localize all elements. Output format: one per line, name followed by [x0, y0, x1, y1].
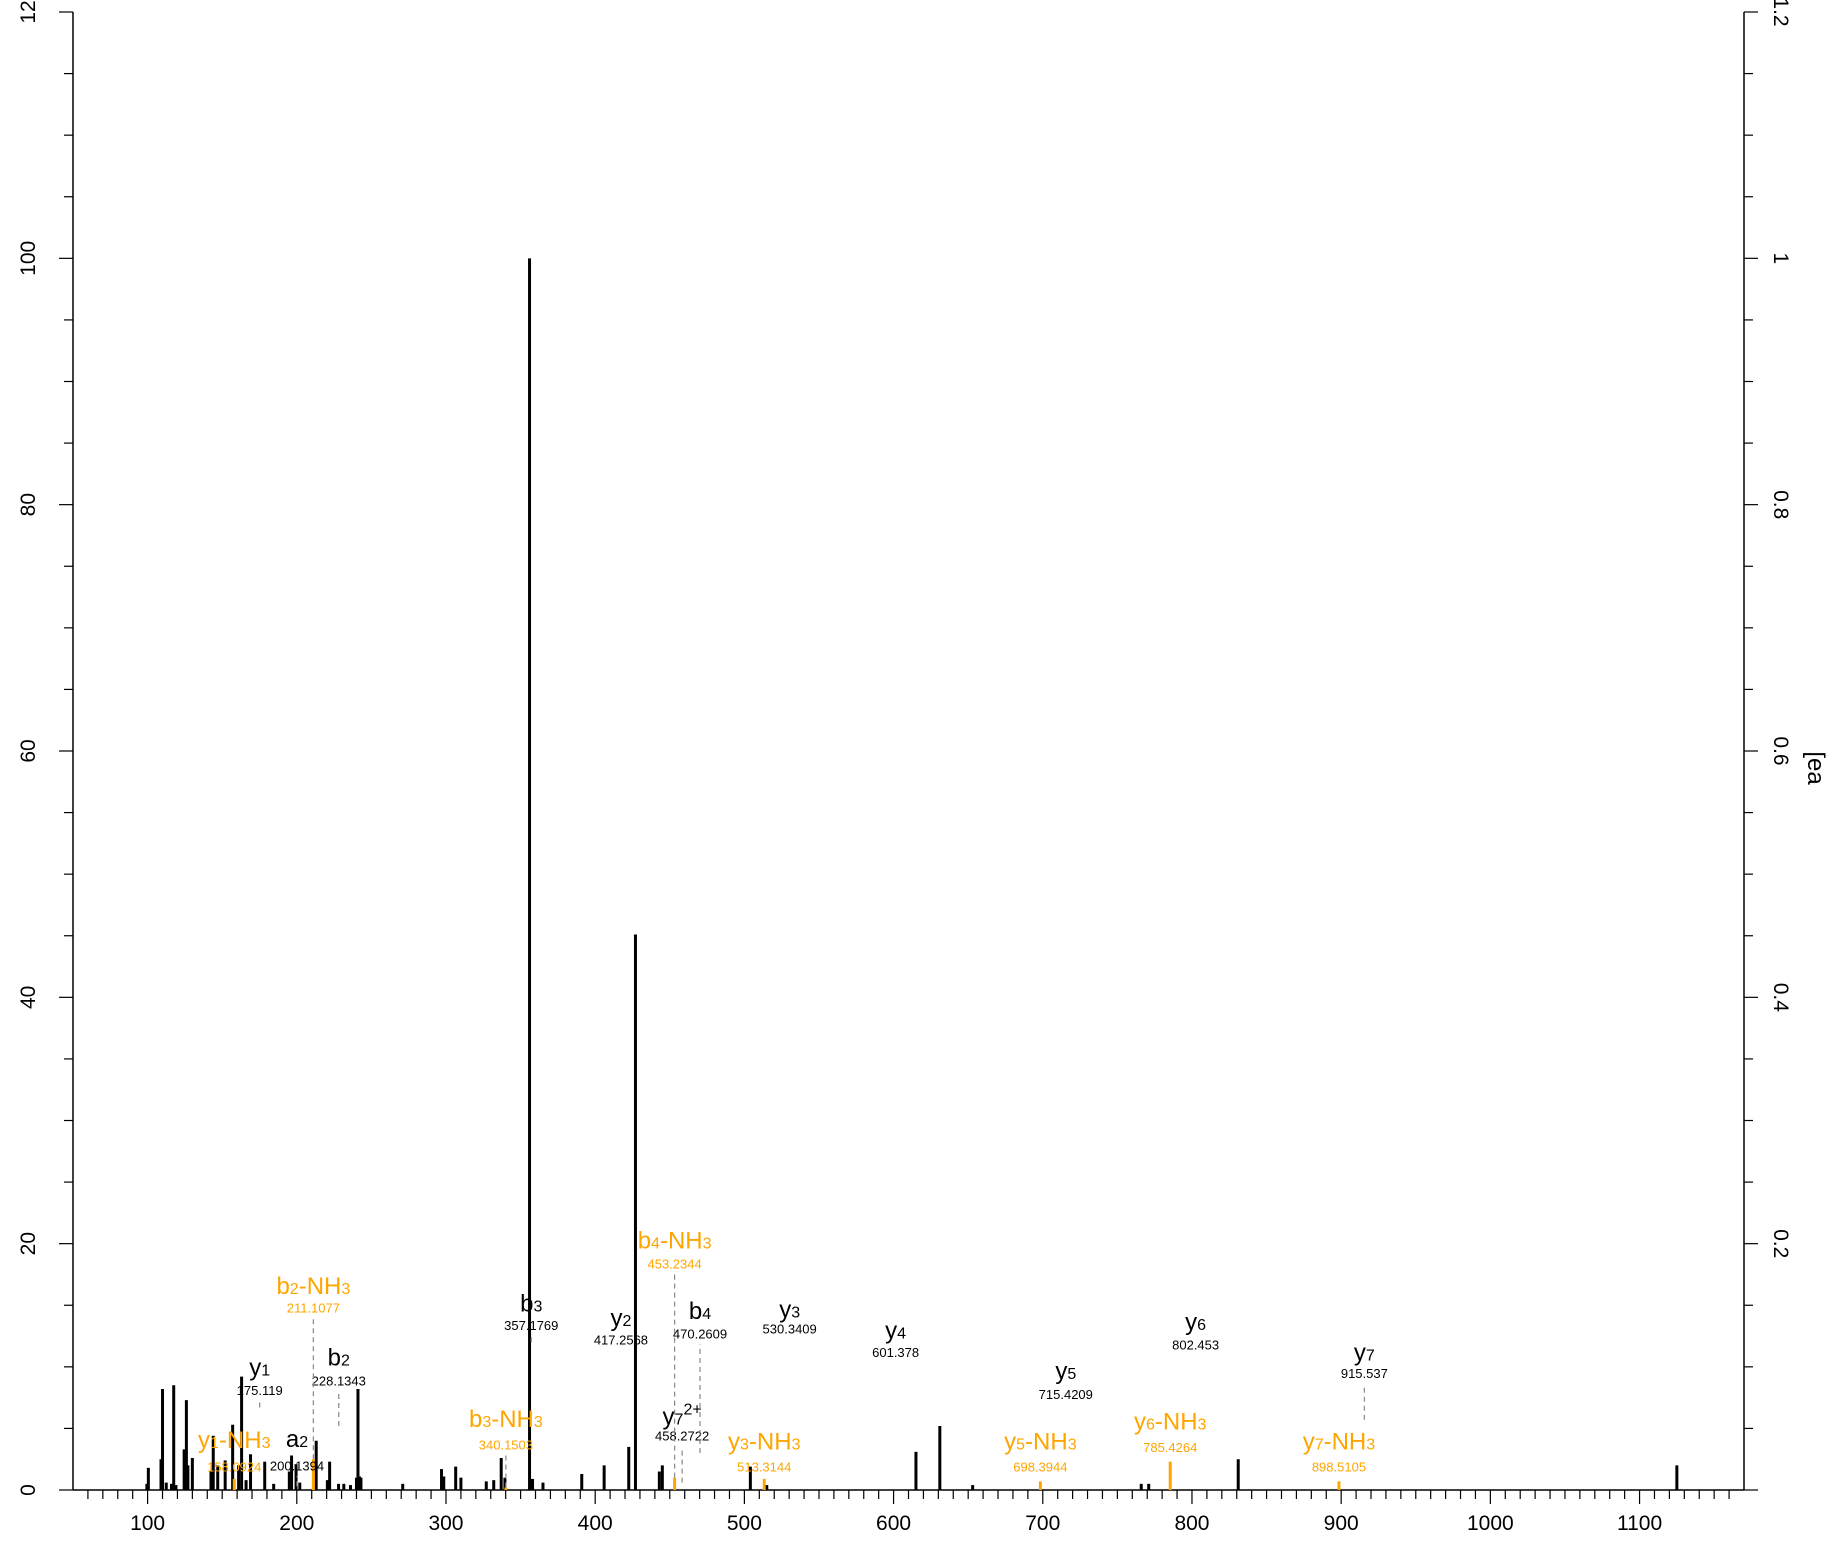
mz-label: 200.1394 — [270, 1458, 324, 1473]
y-axis-left-tick-label: 60 — [17, 739, 40, 762]
ion-label: y2 — [610, 1305, 631, 1332]
ion-label: y3 — [779, 1297, 800, 1324]
mz-label: 898.5105 — [1312, 1460, 1366, 1475]
x-axis-tick-label: 900 — [1324, 1512, 1359, 1535]
mz-label: 458.2722 — [655, 1429, 709, 1444]
x-axis-tick-label: 100 — [130, 1512, 165, 1535]
mz-label: 785.4264 — [1143, 1440, 1197, 1455]
ion-label: y4 — [885, 1318, 906, 1345]
mz-label: 340.1503 — [479, 1437, 533, 1452]
x-axis-tick-label: 700 — [1025, 1512, 1060, 1535]
x-axis-tick-label: 1100 — [1617, 1512, 1662, 1535]
axes: 100 200 300 400 500 600 700 800 900 1000 110002040… — [17, 0, 1792, 1535]
ion-label: y6-NH3 — [1134, 1409, 1207, 1436]
ion-label: y7-NH3 — [1303, 1428, 1376, 1455]
ion-label: y5-NH3 — [1004, 1428, 1077, 1455]
y-axis-left-tick-label: 80 — [17, 493, 40, 516]
mz-label: 530.3409 — [763, 1322, 817, 1337]
ion-label: b4-NH3 — [638, 1228, 712, 1255]
x-axis-tick-label: 400 — [578, 1512, 613, 1535]
mz-label: 470.2609 — [673, 1327, 727, 1342]
y-axis-left-tick-label: 12 — [17, 0, 40, 23]
x-axis-tick-label: 800 — [1174, 1512, 1209, 1535]
mz-label: 453.2344 — [647, 1256, 701, 1271]
ion-label: y5 — [1055, 1358, 1076, 1385]
ion-label: y72+ — [663, 1402, 702, 1431]
ion-label: b2-NH3 — [276, 1273, 350, 1300]
ion-label: b4 — [689, 1298, 711, 1325]
mz-label: 175.119 — [237, 1383, 283, 1398]
mz-label: 158.0924 — [207, 1460, 261, 1475]
y-axis-left-tick-label: 100 — [17, 241, 40, 276]
ion-label: y6 — [1185, 1309, 1206, 1336]
mz-label: 211.1077 — [287, 1301, 340, 1316]
y-axis-right-tick-label: 0.2 — [1769, 1229, 1792, 1258]
mz-label: 417.2568 — [594, 1333, 648, 1348]
y-axis-right-tick-label: 1 — [1769, 252, 1792, 264]
x-axis-tick-label: 200 — [279, 1512, 314, 1535]
peaks — [145, 258, 1679, 1490]
ion-label: b2 — [328, 1345, 350, 1372]
y-axis-right-tick-label: 0.4 — [1769, 983, 1792, 1013]
mz-label: 228.1343 — [312, 1373, 366, 1388]
ion-label: b3 — [520, 1290, 542, 1317]
y-axis-left-tick-label: 40 — [17, 986, 40, 1009]
ion-label: b3-NH3 — [469, 1406, 543, 1433]
x-axis-tick-label: 500 — [727, 1512, 762, 1535]
x-axis-tick-label: 1000 — [1467, 1512, 1514, 1535]
x-axis-tick-label: 600 — [876, 1512, 911, 1535]
mz-label: 698.3944 — [1013, 1460, 1067, 1475]
ion-label: y7 — [1354, 1340, 1375, 1367]
mz-label: 601.378 — [872, 1345, 919, 1360]
mz-label: 715.4209 — [1039, 1387, 1093, 1402]
y-axis-right-label: [ea — [1802, 751, 1826, 785]
ion-label: a2 — [286, 1426, 308, 1453]
mz-label: 802.453 — [1172, 1338, 1219, 1353]
ion-label: y1 — [249, 1354, 270, 1381]
ion-label: y3-NH3 — [728, 1428, 801, 1455]
mz-label: 915.537 — [1341, 1366, 1388, 1381]
y-axis-right-tick-label: 0.8 — [1769, 490, 1792, 519]
y-axis-right-tick-label: 0.6 — [1769, 736, 1792, 765]
y-axis-right-tick-label: 1.2 — [1769, 0, 1792, 27]
mz-label: 513.3144 — [737, 1460, 791, 1475]
ion-label: y1-NH3 — [198, 1427, 271, 1454]
mz-label: 357.1769 — [504, 1318, 558, 1333]
x-axis-tick-label: 300 — [428, 1512, 463, 1535]
y-axis-left-tick-label: 20 — [17, 1232, 40, 1255]
y-axis-left-tick-label: 0 — [17, 1484, 40, 1496]
